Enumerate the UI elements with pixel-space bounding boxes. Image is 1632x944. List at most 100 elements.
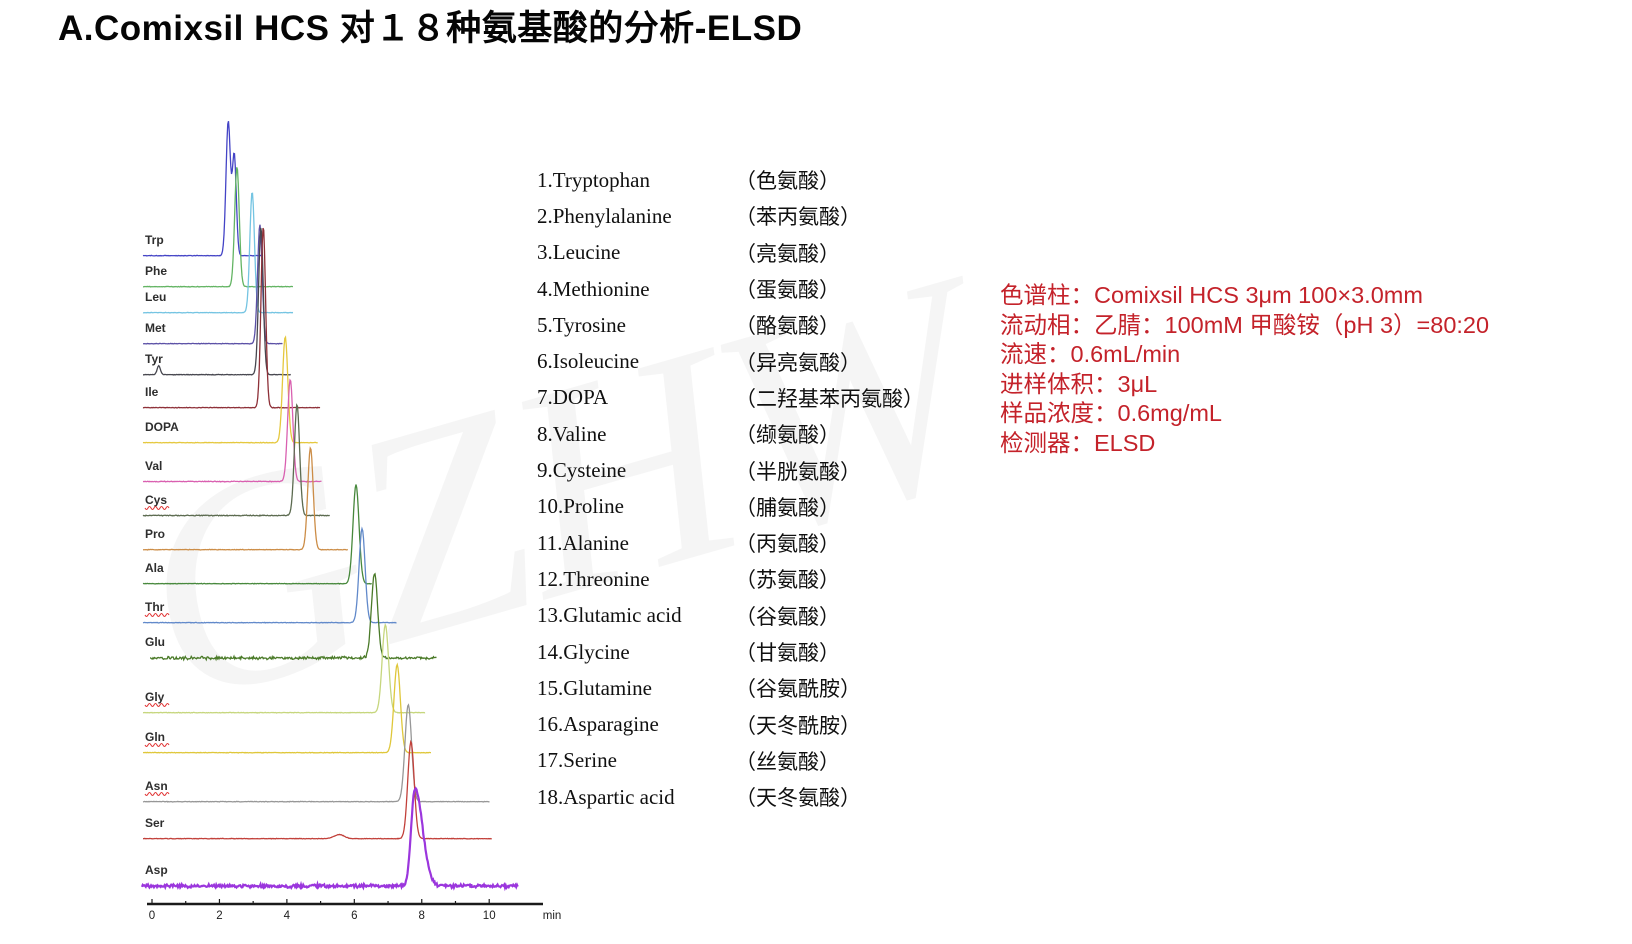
amino-name-zh: （脯氨酸） — [735, 495, 840, 520]
trace-label-asn: Asn — [145, 779, 168, 793]
amino-list-item-15: 15.Glutamine （谷氨酰胺） — [537, 670, 924, 706]
chromatogram-plot: Trp Phe Leu Met Tyr Ile DOPA Val Cys Pro Ala Thr Glu… — [140, 121, 561, 922]
trace-label-tyr: Tyr — [145, 352, 163, 366]
amino-name-zh: （苏氨酸） — [735, 568, 840, 593]
condition-line-1: 色谱柱：Comixsil HCS 3μm 100×3.0mm — [1000, 282, 1423, 308]
amino-name-en: 16.Asparagine — [537, 712, 659, 737]
trace-label-cys: Cys — [145, 493, 167, 507]
trace-tyr — [142, 227, 291, 376]
condition-line-6: 检测器：ELSD — [1000, 429, 1156, 456]
amino-name-zh: （天冬氨酸） — [735, 786, 861, 811]
trace-asn — [142, 703, 490, 803]
trace-asp — [140, 786, 519, 892]
amino-name-zh: （谷氨酰胺） — [735, 677, 861, 702]
trace-label-ala: Ala — [145, 561, 164, 575]
trace-label-thr: Thr — [145, 600, 165, 614]
trace-glu — [149, 572, 437, 662]
trace-label-ile: Ile — [145, 385, 159, 399]
condition-line-2: 流动相：乙腈：100mM 甲酸铵（pH 3）=80:20 — [1000, 311, 1490, 338]
amino-name-en: 6.Isoleucine — [537, 349, 640, 374]
trace-thr — [142, 526, 397, 624]
trace-phe — [142, 167, 294, 288]
amino-name-zh: （谷氨酸） — [735, 604, 840, 629]
amino-acid-list: 1.Tryptophan （色氨酸） 2.Phenylalanine （苯丙氨酸） 3.… — [537, 162, 924, 815]
amino-name-en: 8.Valine — [537, 421, 607, 446]
amino-name-zh: （丝氨酸） — [735, 749, 840, 774]
spellcheck-squiggle-gln — [144, 743, 170, 747]
amino-list-item-14: 14.Glycine （甘氨酸） — [537, 634, 924, 670]
amino-name-zh: （甘氨酸） — [735, 641, 840, 665]
trace-ser — [142, 739, 492, 840]
trace-label-ser: Ser — [145, 816, 165, 830]
x-tick-label-0: 0 — [149, 910, 155, 922]
amino-list-item-18: 18.Aspartic acid （天冬氨酸） — [537, 779, 924, 815]
condition-line-3: 流速：0.6mL/min — [1000, 341, 1181, 367]
trace-label-gln: Gln — [145, 730, 165, 744]
amino-name-en: 9.Cysteine — [537, 458, 627, 483]
x-axis-unit-label: min — [543, 910, 562, 922]
amino-list-item-17: 17.Serine （丝氨酸） — [537, 743, 924, 779]
trace-met — [142, 224, 283, 345]
amino-name-en: 10.Proline — [537, 494, 624, 519]
amino-name-zh: （异亮氨酸） — [735, 350, 861, 375]
amino-name-en: 18.Aspartic acid — [537, 784, 675, 809]
trace-cys — [142, 403, 330, 517]
amino-name-en: 15.Glutamine — [537, 675, 652, 700]
amino-name-zh: （色氨酸） — [735, 169, 840, 194]
trace-gly — [142, 622, 426, 714]
trace-label-pro: Pro — [145, 527, 165, 541]
spellcheck-squiggle-asn — [144, 792, 170, 796]
amino-list-item-8: 8.Valine （缬氨酸） — [537, 416, 924, 452]
amino-list-item-10: 10.Proline （脯氨酸） — [537, 489, 924, 525]
amino-name-en: 7.DOPA — [537, 385, 608, 410]
amino-name-zh: （缬氨酸） — [735, 423, 840, 448]
trace-label-glu: Glu — [145, 635, 165, 649]
x-axis: 0 2 4 6 8 10 min — [147, 899, 561, 922]
condition-line-5: 样品浓度：0.6mg/mL — [1000, 400, 1222, 426]
trace-label-gly: Gly — [145, 690, 165, 704]
trace-label-met: Met — [145, 321, 166, 335]
amino-name-en: 2.Phenylalanine — [537, 203, 672, 228]
trace-gln — [142, 662, 432, 754]
amino-name-zh: （苯丙氨酸） — [735, 205, 861, 230]
x-tick-label-6: 6 — [351, 910, 357, 922]
trace-label-val: Val — [145, 459, 162, 473]
trace-ala — [142, 484, 372, 585]
amino-name-en: 1.Tryptophan — [537, 167, 650, 192]
x-tick-label-10: 10 — [483, 910, 496, 922]
trace-ile — [142, 227, 321, 409]
condition-line-4: 进样体积：3μL — [1000, 370, 1158, 397]
trace-trp — [142, 121, 264, 257]
amino-list-item-9: 9.Cysteine （半胱氨酸） — [537, 452, 924, 488]
amino-list-item-5: 5.Tyrosine （酪氨酸） — [537, 307, 924, 343]
amino-list-item-4: 4.Methionine （蛋氨酸） — [537, 271, 924, 307]
amino-name-zh: （蛋氨酸） — [735, 278, 840, 303]
amino-name-en: 12.Threonine — [537, 566, 650, 591]
amino-name-en: 14.Glycine — [537, 639, 630, 664]
spellcheck-squiggle-thr — [144, 613, 170, 617]
trace-label-trp: Trp — [145, 233, 164, 247]
amino-list-item-12: 12.Threonine （苏氨酸） — [537, 561, 924, 597]
trace-label-leu: Leu — [145, 290, 166, 304]
trace-leu — [142, 192, 294, 314]
amino-name-en: 4.Methionine — [537, 276, 650, 301]
trace-label-asp: Asp — [145, 863, 168, 877]
x-tick-label-4: 4 — [284, 910, 291, 922]
page-title: A.Comixsil HCS 对１８种氨基酸的分析-ELSD — [58, 9, 803, 48]
amino-name-en: 17.Serine — [537, 748, 617, 773]
amino-list-item-1: 1.Tryptophan （色氨酸） — [537, 162, 924, 198]
x-tick-label-2: 2 — [216, 910, 222, 922]
amino-name-en: 11.Alanine — [537, 530, 629, 555]
trace-pro — [142, 446, 349, 551]
amino-name-en: 5.Tyrosine — [537, 312, 626, 337]
amino-name-zh: （丙氨酸） — [735, 532, 840, 557]
amino-name-zh: （半胱氨酸） — [735, 459, 861, 484]
trace-val — [142, 378, 322, 483]
amino-list-item-13: 13.Glutamic acid （谷氨酸） — [537, 598, 924, 634]
trace-label-phe: Phe — [145, 264, 167, 278]
amino-name-zh: （酪氨酸） — [735, 314, 840, 339]
amino-name-en: 13.Glutamic acid — [537, 603, 682, 628]
spellcheck-squiggle-gly — [144, 703, 170, 707]
trace-label-dopa: DOPA — [145, 420, 179, 434]
x-tick-label-8: 8 — [419, 910, 425, 922]
